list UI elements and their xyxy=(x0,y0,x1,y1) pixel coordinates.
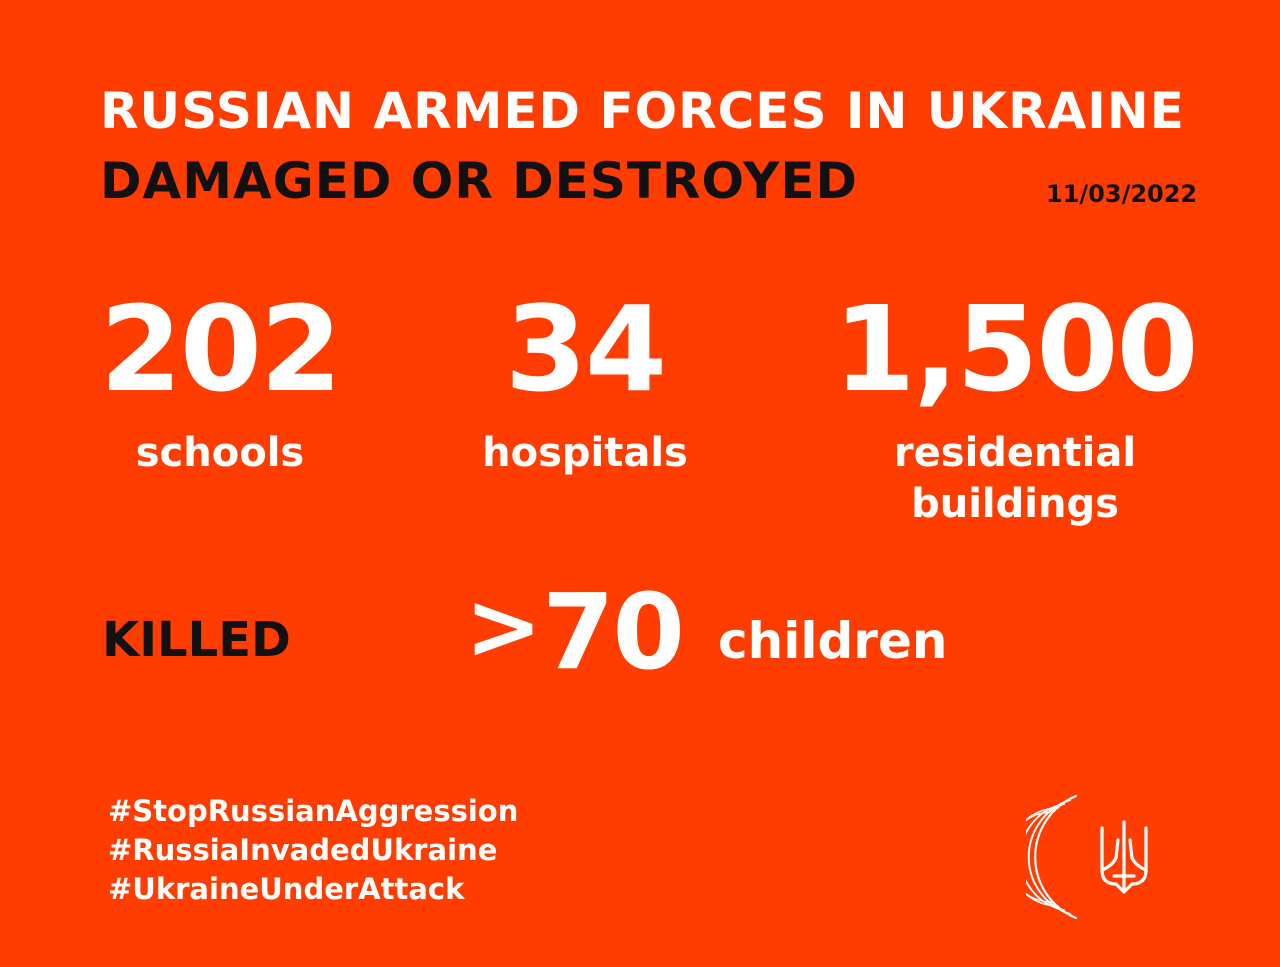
stat-value: 202 xyxy=(99,280,342,418)
page-subtitle: DAMAGED OR DESTROYED xyxy=(100,152,859,210)
page-title: RUSSIAN ARMED FORCES IN UKRAINE xyxy=(100,82,1185,140)
stat-label-line2: buildings xyxy=(911,481,1119,528)
killed-count: >70 xyxy=(465,580,685,684)
date-label: 11/03/2022 xyxy=(1046,180,1198,208)
stat-schools: 202 schools xyxy=(90,290,350,479)
trident-icon xyxy=(1100,820,1148,894)
stat-label: schools xyxy=(135,430,305,476)
stat-value: 1,500 xyxy=(833,280,1198,418)
greater-than-sign: > xyxy=(465,573,543,680)
arc-logo-icon xyxy=(1026,794,1078,920)
killed-unit: children xyxy=(718,612,948,670)
killed-label: KILLED xyxy=(102,612,291,668)
stat-label: residential buildings xyxy=(830,428,1200,530)
stat-residential-buildings: 1,500 residential buildings xyxy=(830,290,1200,530)
hashtag: #RussiaInvadedUkraine xyxy=(108,833,498,867)
hashtag-list: #StopRussianAggression #RussiaInvadedUkr… xyxy=(108,792,518,909)
stat-label-line1: residential xyxy=(893,430,1137,476)
stat-value: 34 xyxy=(504,280,667,418)
hashtag: #StopRussianAggression xyxy=(108,794,519,828)
stat-label: hospitals xyxy=(482,430,688,476)
killed-value: 70 xyxy=(542,571,685,693)
hashtag: #UkraineUnderAttack xyxy=(108,872,465,906)
stat-hospitals: 34 hospitals xyxy=(460,290,710,479)
